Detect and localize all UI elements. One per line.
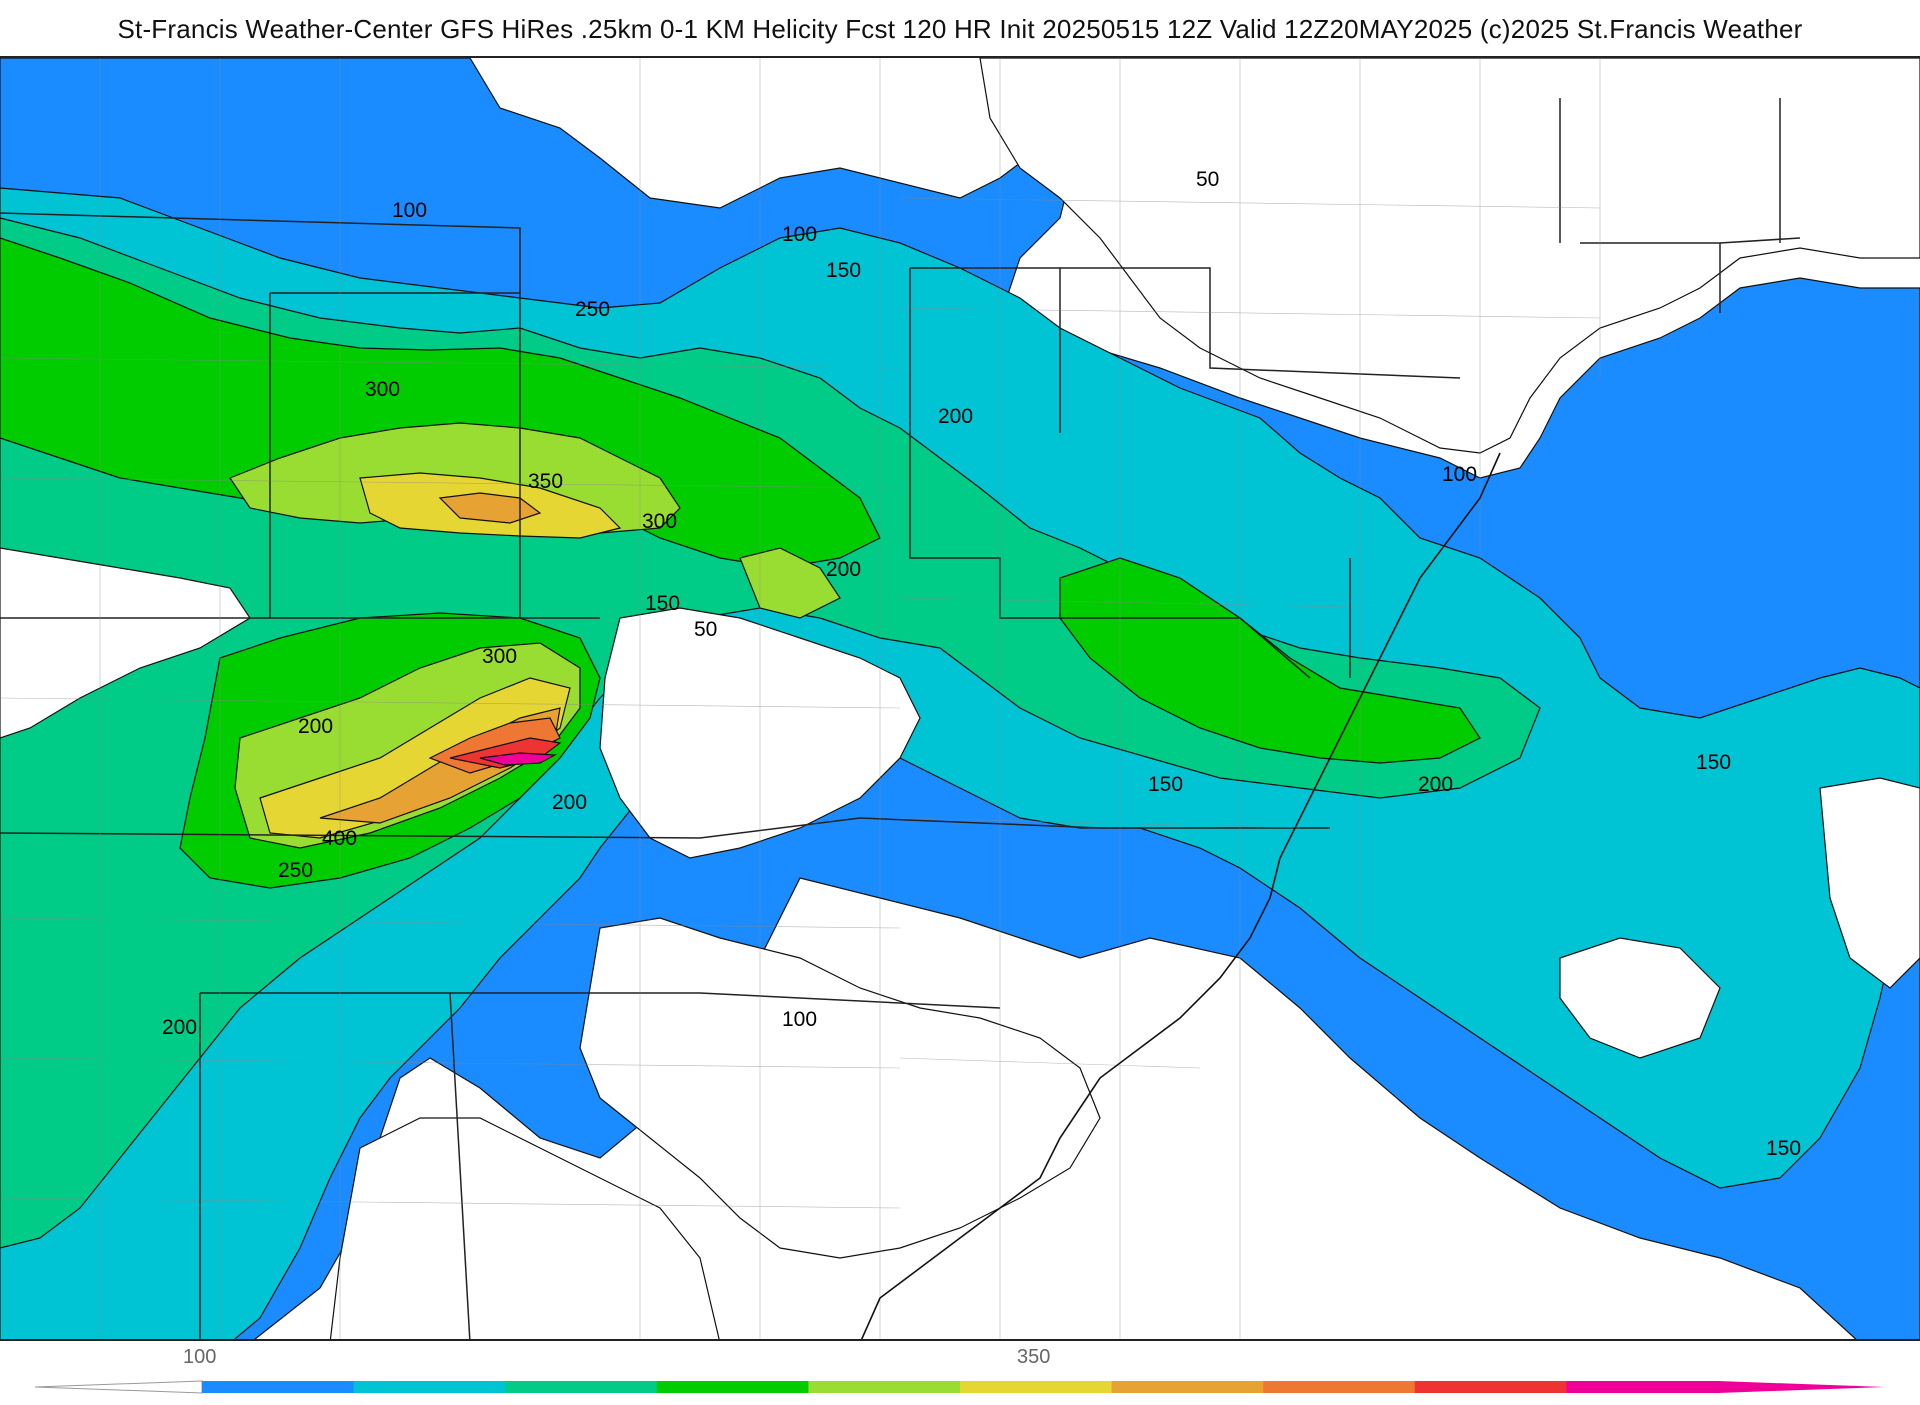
contour-label: 100: [782, 1008, 817, 1031]
legend-color-segment: [1566, 1381, 1719, 1393]
helicity-550-region: [479, 752, 558, 766]
legend-color-segment: [656, 1381, 809, 1393]
contour-label: 200: [552, 791, 587, 814]
low-helicity-area-west: [0, 547, 251, 739]
contour-label: 200: [826, 558, 861, 581]
contour-label: 150: [1148, 773, 1183, 796]
contour-label: 50: [1196, 168, 1219, 191]
contour-label: 150: [1766, 1137, 1801, 1160]
legend-tick-label: 100: [183, 1346, 216, 1368]
contour-label: 300: [482, 645, 517, 668]
low-helicity-area-atlantic-east: [1819, 777, 1920, 989]
contour-label: 100: [392, 199, 427, 222]
legend-color-segment: [1111, 1381, 1264, 1393]
low-helicity-area-atlantic-south: [1559, 937, 1721, 1059]
contour-label: 200: [162, 1016, 197, 1039]
legend-color-segment: [202, 1381, 355, 1393]
coastline: [860, 452, 1501, 1339]
contour-label: 300: [642, 510, 677, 533]
contour-label: 250: [278, 859, 313, 882]
color-legend: 100 350: [0, 1341, 1920, 1400]
helicity-400-region: [438, 492, 542, 524]
contour-label: 150: [645, 592, 680, 615]
legend-tick-label: 350: [1017, 1346, 1050, 1368]
legend-color-segment: [1414, 1381, 1567, 1393]
contour-label: 200: [1418, 773, 1453, 796]
state-boundaries: [0, 98, 1801, 1339]
contour-label: 300: [365, 378, 400, 401]
contour-labels: 100 100 150 250 300 350 300 200 200 150 …: [162, 168, 1801, 1160]
contour-label: 400: [322, 827, 357, 850]
contour-label: 200: [938, 405, 973, 428]
contour-label: 350: [528, 470, 563, 493]
legend-low-arrow: [34, 1380, 203, 1394]
legend-color-segment: [960, 1381, 1113, 1393]
legend-color-segment: [1263, 1381, 1416, 1393]
legend-color-segment: [505, 1381, 658, 1393]
contour-label: 100: [782, 223, 817, 246]
contour-label: 50: [694, 618, 717, 641]
helicity-250-region-east: [1059, 557, 1481, 764]
contour-label: 100: [1442, 463, 1477, 486]
low-helicity-area-carolinas: [579, 917, 1101, 1259]
helicity-500-region: [449, 737, 562, 769]
low-helicity-area-southeast-ga: [329, 1117, 720, 1339]
contour-label: 250: [575, 298, 610, 321]
county-boundaries: [0, 58, 1601, 1339]
contour-label: 200: [298, 715, 333, 738]
helicity-map: 100 100 150 250 300 350 300 200 200 150 …: [0, 56, 1920, 1341]
map-title: St-Francis Weather-Center GFS HiRes .25k…: [117, 14, 1803, 44]
legend-color-segment: [808, 1381, 961, 1393]
legend-high-arrow: [1718, 1381, 1885, 1393]
contour-label: 150: [826, 259, 861, 282]
contour-label: 150: [1696, 751, 1731, 774]
legend-color-segment: [353, 1381, 506, 1393]
legend-color-segments: [202, 1381, 1719, 1393]
